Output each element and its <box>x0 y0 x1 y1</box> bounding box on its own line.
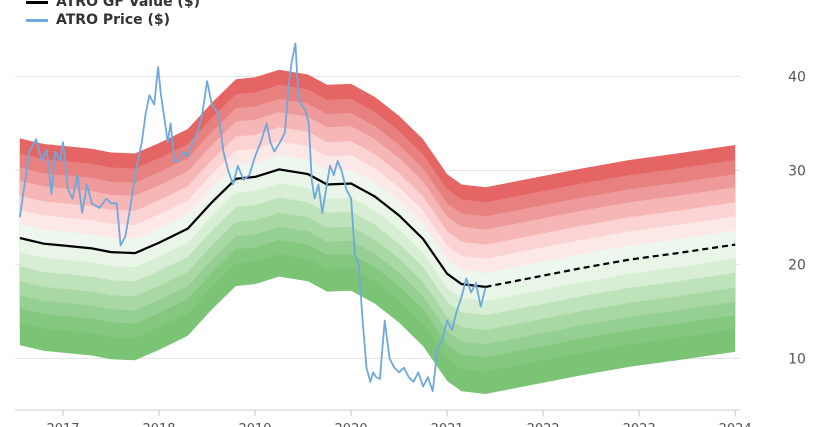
legend-label-price: ATRO Price ($) <box>56 12 171 28</box>
y-tick-label: 40 <box>788 69 806 85</box>
legend-item-price: ATRO Price ($) <box>26 12 170 28</box>
y-tick-label: 30 <box>788 163 806 179</box>
legend-swatch-price <box>26 18 48 22</box>
legend-label-gf-value: ATRO GF Value ($) <box>56 0 200 10</box>
x-tick-label: 2017 <box>46 422 79 427</box>
x-tick-label: 2022 <box>527 422 560 427</box>
x-tick-label: 2021 <box>431 422 464 427</box>
series-lines <box>18 42 736 393</box>
y-tick-label: 20 <box>788 257 806 273</box>
y-tick-label: 10 <box>788 351 806 367</box>
band-above-2 <box>19 141 736 287</box>
valuation-bands <box>19 69 736 394</box>
legend-item-gf-value: ATRO GF Value ($) <box>26 0 200 10</box>
x-axis-labels: 2017 2018 2019 2020 2021 2022 2023 2024 <box>46 422 751 427</box>
x-tick-label: 2023 <box>623 422 656 427</box>
x-tick-label: 2024 <box>719 422 752 427</box>
gf-value-estimate-line <box>485 243 736 288</box>
x-tick-label: 2020 <box>335 422 368 427</box>
gf-value-line <box>19 168 486 288</box>
price-line <box>18 42 487 393</box>
y-axis-labels: 10 20 30 40 <box>788 69 806 367</box>
x-tick-label: 2019 <box>239 422 272 427</box>
x-axis <box>15 409 740 416</box>
x-tick-label: 2018 <box>142 422 175 427</box>
legend-swatch-gf-value <box>26 0 48 4</box>
